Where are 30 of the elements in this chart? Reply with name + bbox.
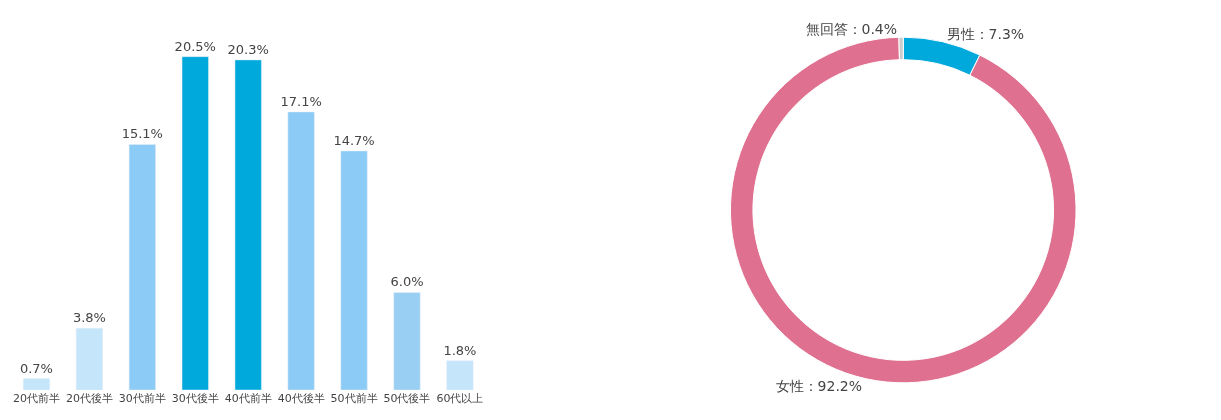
bar: [128, 144, 156, 390]
data-label: 3.8%: [72, 310, 106, 326]
bar: [234, 59, 262, 390]
x-tick-label: 40代後半: [277, 392, 325, 405]
data-label: 6.0%: [390, 274, 424, 290]
x-tick-label: 20代前半: [12, 392, 60, 405]
x-tick-label: 50代後半: [383, 392, 431, 405]
data-label: 17.1%: [280, 93, 322, 109]
x-tick-label: 40代前半: [224, 392, 272, 405]
bar: [181, 56, 209, 390]
x-tick-label: 50代前半: [330, 392, 378, 405]
bar: [75, 327, 103, 390]
bar: [446, 360, 474, 390]
slice-label: 女性：92.2%: [775, 378, 863, 395]
x-tick-label: 20代後半: [65, 392, 113, 405]
bar: [22, 378, 50, 390]
x-tick-label: 30代後半: [171, 392, 219, 405]
bar: [340, 150, 368, 390]
bar: [287, 111, 315, 390]
slice-label: 無回答：0.4%: [805, 21, 898, 38]
slice-label: 男性：7.3%: [946, 26, 1025, 43]
bar: [393, 292, 421, 390]
data-label: 15.1%: [121, 126, 163, 142]
data-label: 14.7%: [333, 132, 375, 148]
data-label: 0.7%: [19, 360, 53, 376]
x-tick-label: 60代以上: [436, 392, 484, 405]
x-tick-label: 30代前半: [118, 392, 166, 405]
data-label: 1.8%: [443, 342, 477, 358]
data-label: 20.5%: [174, 38, 216, 54]
data-label: 20.3%: [227, 41, 269, 57]
